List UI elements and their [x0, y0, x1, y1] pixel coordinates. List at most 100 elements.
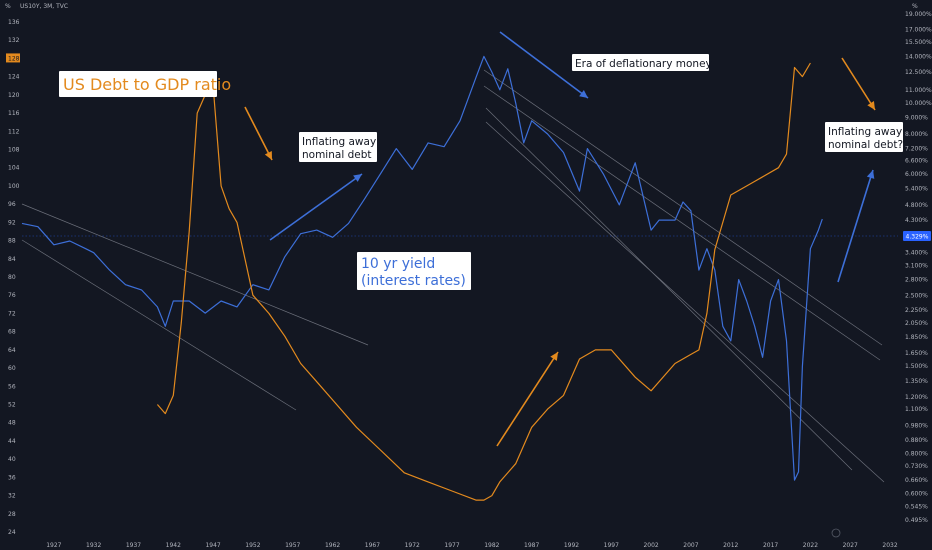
left-tick-label: 84 — [8, 256, 16, 263]
right-tick-label: 0.880% — [905, 437, 928, 444]
symbol-label: US10Y, 3M, TVC — [20, 3, 68, 10]
left-tick-label: 88 — [8, 238, 16, 245]
right-tick-label: 0.800% — [905, 450, 928, 457]
x-tick-label: 2002 — [643, 542, 658, 549]
x-axis-ticks: 1927 1932 1937 1942 1947 1952 1957 1962 1967 1972… — [46, 542, 898, 549]
left-tick-label: 48 — [8, 420, 16, 427]
left-axis-ticks: 136 132 128 124 120 116 112 108 104 100 96 92 88 84 80… — [6, 19, 20, 536]
left-tick-label: 64 — [8, 347, 16, 354]
x-tick-label: 1997 — [604, 542, 619, 549]
right-tick-label: 8.000% — [905, 131, 928, 138]
left-tick-label: 28 — [8, 511, 16, 518]
arrow-debt-down-future — [841, 57, 876, 111]
right-tick-label: 0.545% — [905, 504, 928, 511]
right-tick-label: 14.000% — [905, 53, 932, 60]
right-axis-ticks: 19.000% 17.000% 15.500% 14.000% 12.500% 11.00… — [905, 11, 932, 524]
right-tick-label: 0.600% — [905, 490, 928, 497]
right-tick-label: 15.500% — [905, 39, 932, 46]
left-tick-label: 120 — [8, 92, 20, 99]
trend-arrows — [244, 31, 876, 447]
annotation-yield: 10 yr yield (interest rates) — [357, 252, 471, 290]
left-unit-label: % — [5, 3, 11, 10]
annotation-inflating: Inflating away nominal debt — [299, 132, 377, 162]
right-tick-label: 4.800% — [905, 202, 928, 209]
x-tick-label: 2027 — [843, 542, 858, 549]
right-tick-label: 6.600% — [905, 158, 928, 165]
x-tick-label: 1957 — [285, 542, 300, 549]
channel-line — [485, 121, 885, 483]
left-tick-label: 32 — [8, 493, 16, 500]
x-tick-label: 1927 — [46, 542, 61, 549]
x-tick-label: 1987 — [524, 542, 539, 549]
x-tick-label: 2012 — [723, 542, 738, 549]
left-tick-label: 56 — [8, 383, 16, 390]
annotation-debt-to-gdp: US Debt to GDP ratio — [59, 71, 231, 97]
right-tick-label: 7.200% — [905, 146, 928, 153]
left-tick-label: 108 — [8, 147, 20, 154]
left-tick-label: 116 — [8, 110, 20, 117]
x-tick-label: 2017 — [763, 542, 778, 549]
left-tick-label: 24 — [8, 529, 16, 536]
x-tick-label: 1967 — [365, 542, 380, 549]
right-tick-label: 1.650% — [905, 350, 928, 357]
right-tick-label: 5.400% — [905, 186, 928, 193]
left-tick-label: 132 — [8, 37, 20, 44]
left-tick-label: 124 — [8, 74, 20, 81]
arrow-era-down — [499, 31, 589, 99]
yield-series-line — [21, 55, 823, 481]
left-tick-label: 136 — [8, 19, 20, 26]
left-tick-label: 40 — [8, 456, 16, 463]
channel-line — [483, 69, 883, 346]
debt-series-line — [156, 62, 811, 501]
left-tick-label: 52 — [8, 402, 16, 409]
x-tick-label: 2022 — [803, 542, 818, 549]
right-tick-label: 0.495% — [905, 517, 928, 524]
annotation-yield-line1: 10 yr yield — [361, 256, 435, 272]
x-tick-label: 1962 — [325, 542, 340, 549]
annotation-inflating-q-line2: nominal debt? — [828, 139, 903, 151]
left-tick-label: 128 — [8, 55, 20, 62]
right-tick-label: 9.000% — [905, 115, 928, 122]
right-tick-label: 0.730% — [905, 463, 928, 470]
annotation-era: Era of deflationary money — [572, 54, 712, 71]
channel-line — [21, 239, 297, 411]
replay-icon[interactable] — [831, 528, 841, 538]
left-tick-label: 60 — [8, 365, 16, 372]
right-unit-label: % — [912, 3, 918, 10]
annotation-debt-to-gdp-text: US Debt to GDP ratio — [63, 75, 231, 94]
right-tick-label: 4.300% — [905, 217, 928, 224]
right-tick-label: 2.800% — [905, 277, 928, 284]
annotation-inflating-q-line1: Inflating away — [828, 126, 902, 138]
left-tick-label: 44 — [8, 438, 16, 445]
arrow-debt-down — [244, 106, 273, 161]
annotation-era-text: Era of deflationary money — [575, 58, 712, 70]
left-tick-label: 80 — [8, 274, 16, 281]
right-tick-label: 17.000% — [905, 26, 932, 33]
x-tick-label: 2032 — [882, 542, 897, 549]
right-tick-label: 11.000% — [905, 87, 932, 94]
left-tick-label: 36 — [8, 474, 16, 481]
right-tick-label: 1.850% — [905, 334, 928, 341]
annotation-yield-line2: (interest rates) — [361, 273, 466, 289]
right-tick-label: 2.050% — [905, 320, 928, 327]
left-tick-label: 76 — [8, 292, 16, 299]
arrow-yield-up — [269, 173, 363, 241]
x-tick-label: 1972 — [405, 542, 420, 549]
right-tick-label: 1.350% — [905, 378, 928, 385]
right-tick-label: 10.000% — [905, 100, 932, 107]
current-value-badge: 4.329% — [903, 231, 931, 241]
channel-line — [483, 85, 881, 361]
x-tick-label: 1982 — [484, 542, 499, 549]
x-tick-label: 1942 — [166, 542, 181, 549]
annotation-inflating-line2: nominal debt — [302, 149, 371, 161]
series-layer — [21, 55, 823, 501]
x-tick-label: 1937 — [126, 542, 141, 549]
current-value-text: 4.329% — [906, 234, 929, 241]
x-tick-label: 1952 — [245, 542, 260, 549]
x-tick-label: 1932 — [86, 542, 101, 549]
left-tick-label: 92 — [8, 219, 16, 226]
right-tick-label: 3.400% — [905, 250, 928, 257]
x-tick-label: 1992 — [564, 542, 579, 549]
left-tick-highlight — [6, 53, 20, 63]
left-tick-label: 104 — [8, 165, 20, 172]
